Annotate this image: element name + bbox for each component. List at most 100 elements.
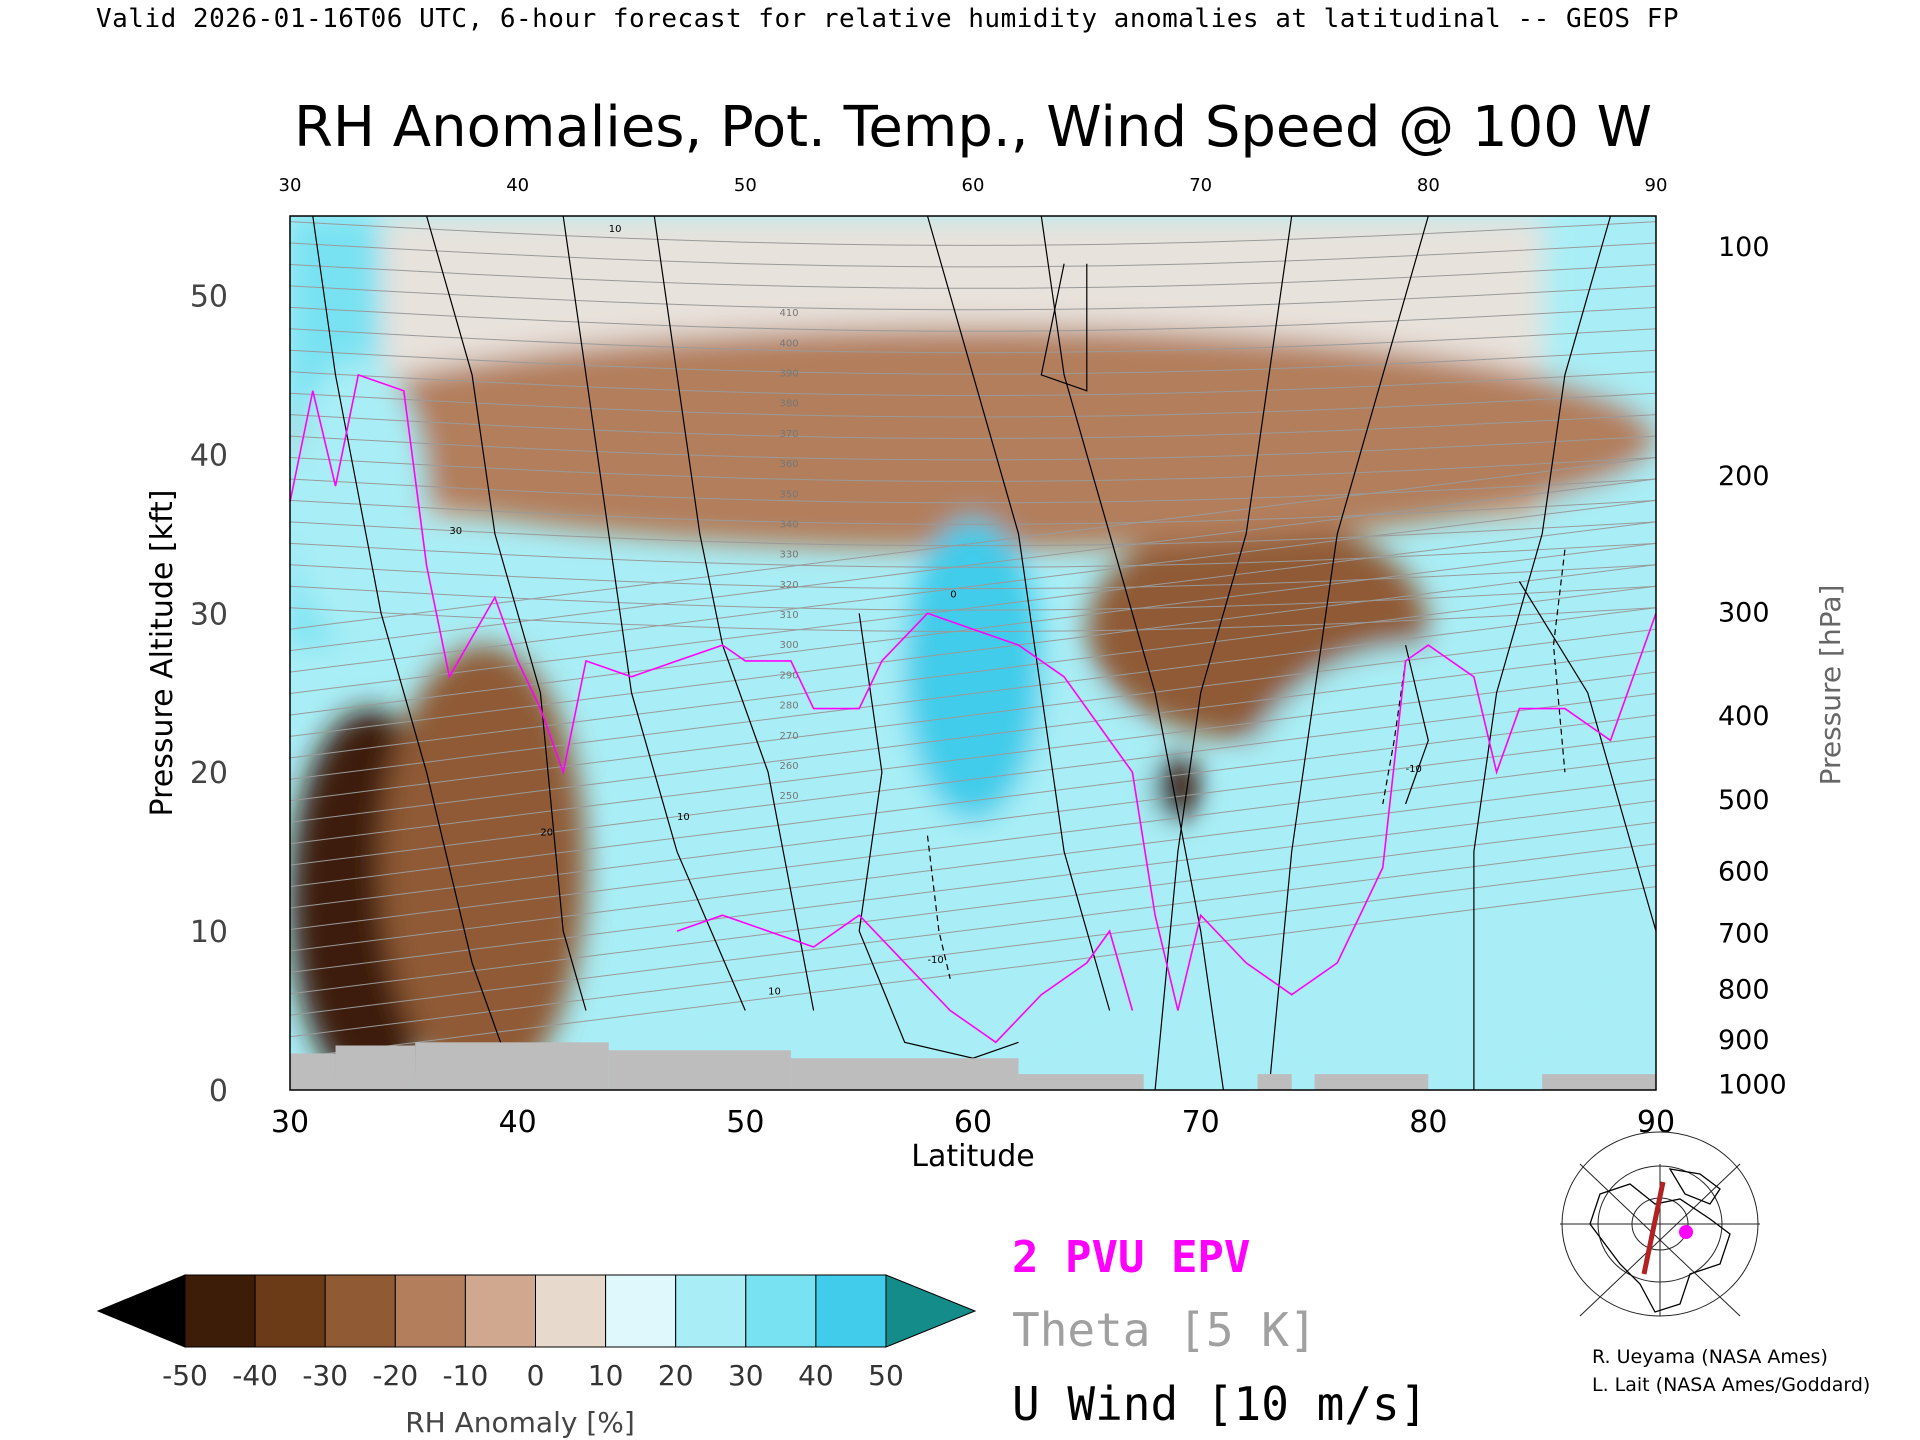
u-wind-label: 10: [677, 812, 690, 823]
theta-contour: [290, 264, 1656, 289]
u-wind-label: 10: [768, 987, 781, 998]
x-top-tick-label: 50: [734, 175, 757, 196]
colorbar-box: [675, 1274, 747, 1348]
theta-contour: [290, 607, 1656, 633]
theta-label: 350: [779, 489, 798, 500]
theta-label: 260: [779, 761, 798, 772]
theta-contour: [290, 843, 1656, 1016]
theta-contours: 4104003903803703603503403303203103002902…: [290, 221, 1656, 1059]
anomaly-region-8: [290, 359, 427, 646]
pressure-tick-label: 900: [1718, 1025, 1770, 1056]
theta-contour: [290, 714, 1656, 888]
x-tick-label: 90: [1637, 1105, 1675, 1140]
legend-theta: Theta [5 K]: [1012, 1303, 1317, 1357]
theta-label: 270: [779, 731, 798, 742]
colorbar-box: [324, 1274, 396, 1348]
colorbar-tick-label: 0: [527, 1359, 545, 1392]
u-wind-contour: [1040, 263, 1088, 392]
theta-contour: [290, 886, 1656, 1059]
colorbar-label: RH Anomaly [%]: [405, 1406, 635, 1439]
colorbar-high-arrow: [885, 1274, 977, 1348]
pressure-tick-label: 300: [1718, 598, 1770, 629]
legend-epv: 2 PVU EPV: [1012, 1232, 1250, 1283]
theta-contour: [290, 800, 1656, 973]
inset-locator-map: [1560, 1131, 1760, 1317]
colorbar-box: [394, 1274, 466, 1348]
pressure-tick-label: 500: [1718, 785, 1770, 816]
colorbar-tick-label: -20: [372, 1359, 418, 1392]
u-wind-contour: [426, 216, 587, 1011]
theta-label: 340: [779, 519, 798, 530]
theta-contour: [290, 671, 1656, 845]
terrain-block: [415, 1042, 609, 1090]
theta-contour: [290, 457, 1656, 630]
u-wind-contour: [1268, 216, 1429, 1090]
terrain-block: [290, 1053, 336, 1090]
pressure-tick-label: 100: [1718, 232, 1770, 263]
u-wind-contour: [1040, 216, 1224, 1090]
colorbar-tick-label: 20: [658, 1359, 694, 1392]
x-tick-label: 30: [271, 1105, 309, 1140]
anomaly-region-5: [631, 613, 1156, 1059]
anomaly-region-6: [904, 517, 1042, 820]
u-wind-contour: [1473, 216, 1612, 1090]
colorbar-box: [535, 1274, 607, 1348]
theta-contour: [290, 499, 1656, 525]
u-wind-contour-negative: [926, 835, 951, 979]
theta-contour: [290, 521, 1656, 694]
terrain-block: [1542, 1074, 1656, 1090]
pressure-tick-label: 800: [1718, 974, 1770, 1005]
u-wind-label: 20: [540, 828, 553, 839]
chart-title: RH Anomalies, Pot. Temp., Wind Speed @ 1…: [294, 95, 1652, 160]
x-tick-label: 60: [954, 1105, 992, 1140]
theta-label: 400: [779, 338, 798, 349]
u-wind-label: 0: [950, 589, 956, 600]
theta-contour: [290, 521, 1656, 547]
pressure-tick-label: 700: [1718, 919, 1770, 950]
theta-contour: [290, 628, 1656, 802]
colorbar-tick-label: -40: [232, 1359, 278, 1392]
y-tick-label: 20: [190, 756, 228, 791]
theta-contour: [290, 414, 1656, 440]
colorbar-tick-label: -10: [443, 1359, 489, 1392]
colorbar-tick-label: 50: [868, 1359, 904, 1392]
terrain-block: [790, 1058, 1019, 1090]
theta-contour: [290, 821, 1656, 995]
theta-label: 370: [779, 429, 798, 440]
theta-contour: [290, 371, 1656, 397]
u-wind-contour: [1518, 581, 1656, 932]
epv-contour-main: [290, 373, 1656, 1011]
theta-contour: [290, 285, 1656, 311]
x-top-tick-label: 30: [279, 175, 302, 196]
theta-contour: [290, 328, 1656, 354]
x-tick-label: 70: [1182, 1105, 1220, 1140]
u-wind-contours: 10 10 0 10 20 30 -10 -10: [312, 216, 1656, 1090]
colorbar-box: [184, 1274, 256, 1348]
theta-contour: [290, 735, 1656, 909]
theta-label: 310: [779, 610, 798, 621]
theta-contour: [290, 607, 1656, 780]
y-tick-label: 40: [190, 438, 228, 473]
theta-contour: [290, 392, 1656, 418]
theta-label: 320: [779, 580, 798, 591]
theta-label: 290: [779, 670, 798, 681]
theta-label: 360: [779, 459, 798, 470]
colorbar-tick-label: -50: [162, 1359, 208, 1392]
theta-label: 300: [779, 640, 798, 651]
y-axis-pressure: 100 200 300 400 500 600 700 800 900 1000: [1718, 232, 1787, 1100]
x-tick-label: 80: [1409, 1105, 1447, 1140]
theta-label: 410: [779, 308, 798, 319]
u-wind-label: 30: [449, 526, 462, 537]
credit-line-1: R. Ueyama (NASA Ames): [1592, 1346, 1828, 1368]
theta-contour: [290, 564, 1656, 737]
section-line: [1641, 1181, 1666, 1275]
epv-contour-low: [676, 914, 1134, 1044]
plot-frame: [289, 215, 1657, 1091]
y-tick-label: 30: [190, 597, 228, 632]
terrain-mask: [290, 1042, 1656, 1090]
colorbar-box: [815, 1274, 887, 1348]
colorbar-tick-label: 10: [588, 1359, 624, 1392]
colorbar-box: [464, 1274, 536, 1348]
terrain-block: [1314, 1074, 1429, 1090]
